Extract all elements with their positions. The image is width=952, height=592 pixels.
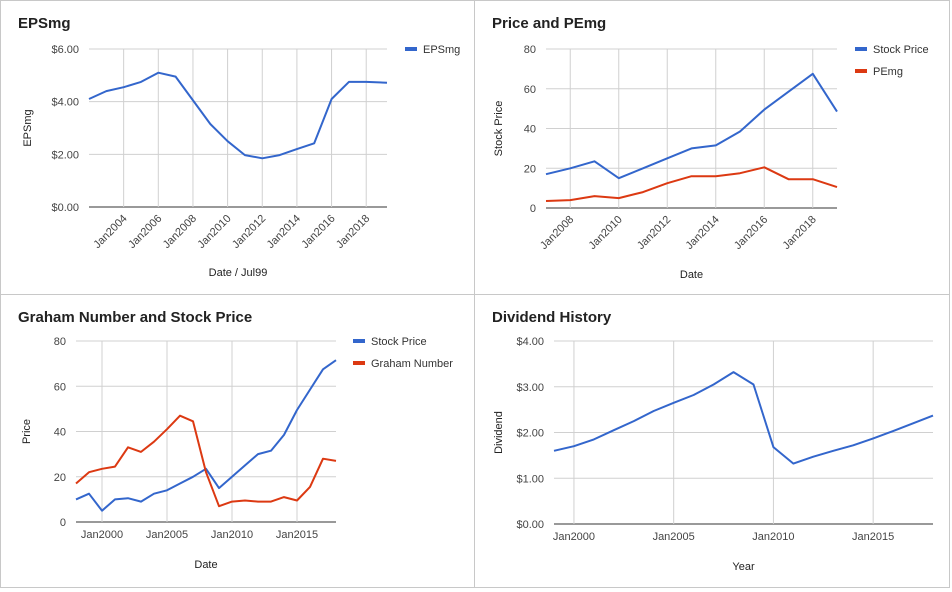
series-line-1 (553, 371, 934, 465)
x-tick-label: Jan2018 (334, 213, 372, 251)
x-tick-label: Jan2005 (653, 531, 695, 543)
x-axis-label: Year (732, 561, 755, 573)
legend-label: Stock Price (371, 336, 427, 348)
x-tick-label: Jan2008 (161, 213, 199, 251)
y-tick-label: 80 (54, 336, 66, 348)
y-tick-label: $2.00 (51, 149, 79, 161)
y-axis-label: EPSmg (22, 109, 34, 146)
y-tick-label: 0 (60, 517, 66, 529)
x-tick-label: Jan2014 (684, 214, 722, 252)
chart-svg: $0.00 $1.00 $2.00 $3.00 $4.00 Jan2000 Jan2005 J… (493, 336, 934, 573)
x-tick-label: Jan2000 (553, 531, 595, 543)
chart-panel-graham: Graham Number and Stock Price 0 20 40 60 80 J… (0, 294, 475, 588)
y-tick-label: 20 (524, 163, 536, 175)
x-tick-label: Jan2010 (211, 529, 253, 541)
x-tick-label: Jan2015 (852, 531, 894, 543)
chart-title: Dividend History (492, 309, 612, 326)
series-line-2 (75, 414, 337, 508)
x-axis-label: Date (680, 269, 703, 281)
x-tick-label: Jan2008 (538, 214, 576, 252)
legend-label: PEmg (873, 66, 903, 78)
x-tick-label: Jan2005 (146, 529, 188, 541)
y-axis-label: Dividend (493, 411, 505, 454)
chart-svg: 0 20 40 60 80 Jan2000 Jan2005 Jan2010 Jan2015 Dat… (21, 336, 453, 571)
y-tick-label: $3.00 (516, 382, 544, 394)
chart-title: Graham Number and Stock Price (18, 309, 253, 326)
y-tick-label: 60 (54, 381, 66, 393)
chart-title: EPSmg (18, 15, 71, 32)
y-tick-label: 20 (54, 472, 66, 484)
legend-label: EPSmg (423, 44, 460, 56)
y-tick-label: 0 (530, 203, 536, 215)
x-tick-label: Jan2012 (635, 214, 673, 252)
y-tick-label: $4.00 (51, 97, 79, 109)
chart-panel-price-pemg: Price and PEmg 0 20 40 60 80 Jan2008 Jan2010 Ja… (474, 0, 950, 295)
legend-label: Graham Number (371, 358, 453, 370)
y-tick-label: $2.00 (516, 428, 544, 440)
y-axis-label: Price (21, 419, 33, 444)
y-tick-label: $6.00 (51, 44, 79, 56)
x-tick-label: Jan2004 (91, 213, 129, 251)
chart-panel-dividend: Dividend History $0.00 $1.00 $2.00 $3.00 $4.… (474, 294, 950, 588)
y-tick-label: 60 (524, 84, 536, 96)
x-tick-label: Jan2012 (230, 213, 268, 251)
x-tick-label: Jan2010 (587, 214, 625, 252)
y-tick-label: $4.00 (516, 336, 544, 348)
series-line-1 (545, 72, 838, 180)
x-tick-label: Jan2015 (276, 529, 318, 541)
series-line-1 (88, 71, 388, 160)
x-tick-label: Jan2018 (781, 214, 819, 252)
chart-svg: $0.00 $2.00 $4.00 $6.00 Jan2004Jan2006Jan200… (22, 44, 460, 279)
y-tick-label: $0.00 (51, 202, 79, 214)
x-axis-label: Date (194, 559, 217, 571)
x-tick-label: Jan2010 (752, 531, 794, 543)
x-tick-label: Jan2010 (195, 213, 233, 251)
y-tick-label: $1.00 (516, 473, 544, 485)
x-tick-label: Jan2006 (126, 213, 164, 251)
y-tick-label: 40 (54, 427, 66, 439)
y-tick-label: 40 (524, 124, 536, 136)
x-tick-label: Jan2014 (265, 213, 303, 251)
y-tick-label: 80 (524, 44, 536, 56)
series-line-2 (545, 166, 838, 202)
chart-panel-epsmg: EPSmg $0.00 $2.00 $4.00 $6.00 Jan2004 Jan2006… (0, 0, 475, 295)
y-axis-label: Stock Price (493, 101, 505, 157)
legend-label: Stock Price (873, 44, 929, 56)
x-tick-label: Jan2000 (81, 529, 123, 541)
y-tick-label: $0.00 (516, 519, 544, 531)
chart-svg: 0 20 40 60 80 Jan2008 Jan2010 Jan2012 Jan2014 Jan… (493, 44, 929, 281)
x-tick-label: Jan2016 (732, 214, 770, 252)
chart-title: Price and PEmg (492, 15, 607, 32)
x-tick-label: Jan2016 (299, 213, 337, 251)
x-axis-label: Date / Jul99 (209, 267, 268, 279)
